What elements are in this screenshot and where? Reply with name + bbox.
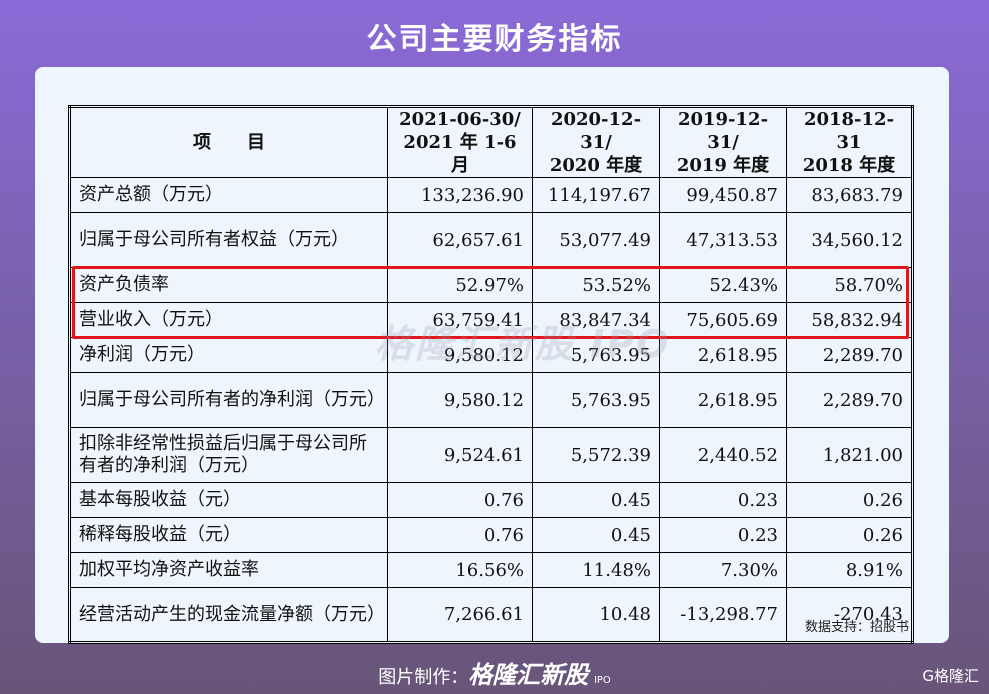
cell-value: 0.76 <box>387 517 533 553</box>
row-label: 归属于母公司所有者权益（万元） <box>69 212 388 268</box>
footer-credit: 图片制作：格隆汇新股 IPO <box>378 661 611 689</box>
table-row: 归属于母公司所有者的净利润（万元） 9,580.12 5,763.95 2,618.9… <box>69 372 913 428</box>
cell-value: 16.56% <box>387 552 533 588</box>
row-label: 经营活动产生的现金流量净额（万元） <box>69 587 388 643</box>
table-row: 稀释每股收益（元） 0.76 0.45 0.23 0.26 <box>69 517 913 553</box>
cell-value: 63,759.41 <box>387 302 533 338</box>
table-row: 基本每股收益（元） 0.76 0.45 0.23 0.26 <box>69 482 913 518</box>
table-row: 扣除非经常性损益后归属于母公司所有者的净利润（万元） 9,524.61 5,572.… <box>69 427 913 483</box>
cell-value: 5,572.39 <box>532 427 660 483</box>
data-source: 数据支持：招股书 <box>804 620 909 635</box>
content-card: 项 目 2021-06-30/2021 年 1-6 月 2020-12-31/2… <box>35 67 949 644</box>
cell-value: 47,313.53 <box>659 212 787 268</box>
table-row: 经营活动产生的现金流量净额（万元） 7,266.61 10.48 -13,298.77… <box>69 587 913 643</box>
cell-value: 0.76 <box>387 482 533 518</box>
cell-value: 9,524.61 <box>387 427 533 483</box>
cell-value: 0.26 <box>786 517 913 553</box>
row-label: 基本每股收益（元） <box>69 482 388 518</box>
cell-value: 7.30% <box>659 552 787 588</box>
cell-value: 133,236.90 <box>387 177 533 213</box>
header-col: 2020-12-31/2020 年度 <box>532 106 660 178</box>
header-col: 2019-12-31/2019 年度 <box>659 106 787 178</box>
cell-value: 2,618.95 <box>659 372 787 428</box>
table-row: 资产负债率 52.97% 53.52% 52.43% 58.70% <box>69 267 913 303</box>
cell-value: 9,580.12 <box>387 337 533 373</box>
cell-value: 83,847.34 <box>532 302 660 338</box>
cell-value: 75,605.69 <box>659 302 787 338</box>
cell-value: 11.48% <box>532 552 660 588</box>
page-title: 公司主要财务指标 <box>366 22 623 57</box>
cell-value: 34,560.12 <box>786 212 913 268</box>
cell-value: 0.45 <box>532 482 660 518</box>
row-label: 归属于母公司所有者的净利润（万元） <box>69 372 388 428</box>
cell-value: 2,618.95 <box>659 337 787 373</box>
table-row: 加权平均净资产收益率 16.56% 11.48% 7.30% 8.91% <box>69 552 913 588</box>
table-row: 营业收入（万元） 63,759.41 83,847.34 75,605.69 58,83… <box>69 302 913 338</box>
cell-value: 114,197.67 <box>532 177 660 213</box>
cell-value: 1,821.00 <box>786 427 913 483</box>
cell-value: 58,832.94 <box>786 302 913 338</box>
cell-value: 8.91% <box>786 552 913 588</box>
row-label: 营业收入（万元） <box>69 302 388 338</box>
cell-value: 0.45 <box>532 517 660 553</box>
watermark: 格隆汇新股 IPO <box>375 322 671 366</box>
cell-value: 10.48 <box>532 587 660 643</box>
row-label: 资产负债率 <box>69 267 388 303</box>
row-label: 资产总额（万元） <box>69 177 388 213</box>
row-label: 净利润（万元） <box>69 337 388 373</box>
cell-value: 83,683.79 <box>786 177 913 213</box>
corner-logo: G格隆汇 <box>922 667 979 685</box>
cell-value: 5,763.95 <box>532 372 660 428</box>
row-label: 扣除非经常性损益后归属于母公司所有者的净利润（万元） <box>69 427 388 483</box>
header-col: 2018-12-31 2018 年度 <box>786 106 913 178</box>
cell-value: -13,298.77 <box>659 587 787 643</box>
table-row: 归属于母公司所有者权益（万元） 62,657.61 53,077.49 47,313.… <box>69 212 913 268</box>
cell-value: 99,450.87 <box>659 177 787 213</box>
cell-value: 62,657.61 <box>387 212 533 268</box>
cell-value: 9,580.12 <box>387 372 533 428</box>
brand-logo: 格隆汇新股 <box>468 661 589 689</box>
row-label: 加权平均净资产收益率 <box>69 552 388 588</box>
financial-table: 项 目 2021-06-30/2021 年 1-6 月 2020-12-31/2… <box>68 105 914 644</box>
table-header-row: 项 目 2021-06-30/2021 年 1-6 月 2020-12-31/2… <box>69 106 913 178</box>
cell-value: 58.70% <box>786 267 913 303</box>
cell-value: 2,289.70 <box>786 372 913 428</box>
row-label: 稀释每股收益（元） <box>69 517 388 553</box>
cell-value: 0.23 <box>659 517 787 553</box>
cell-value: -270.43 <box>786 587 913 643</box>
highlight-box <box>72 266 909 339</box>
header-col: 2021-06-30/2021 年 1-6 月 <box>387 106 533 178</box>
table-row: 资产总额（万元） 133,236.90 114,197.67 99,450.87 83,… <box>69 177 913 213</box>
cell-value: 2,289.70 <box>786 337 913 373</box>
cell-value: 52.97% <box>387 267 533 303</box>
cell-value: 2,440.52 <box>659 427 787 483</box>
cell-value: 7,266.61 <box>387 587 533 643</box>
cell-value: 53,077.49 <box>532 212 660 268</box>
cell-value: 0.26 <box>786 482 913 518</box>
header-item: 项 目 <box>69 106 388 178</box>
cell-value: 0.23 <box>659 482 787 518</box>
